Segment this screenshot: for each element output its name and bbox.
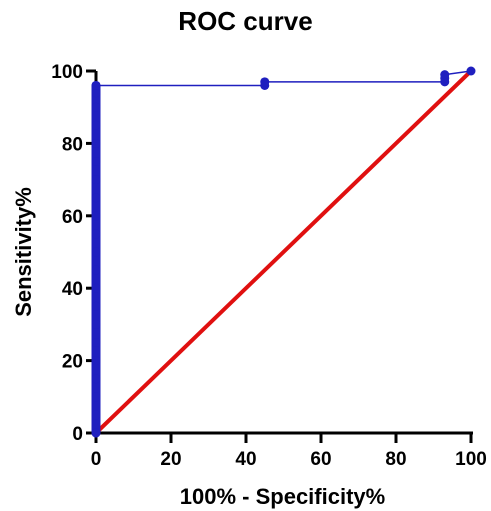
roc-point [466, 66, 476, 76]
reference-line [94, 69, 473, 435]
roc-point [91, 80, 101, 90]
roc-point [91, 374, 101, 384]
roc-point [91, 102, 101, 112]
roc-point [91, 410, 101, 420]
chart-title: ROC curve [178, 6, 313, 36]
y-tick-label: 60 [62, 207, 83, 228]
roc-point [91, 338, 101, 347]
y-tick-label: 20 [62, 352, 83, 373]
roc-point [440, 70, 450, 80]
roc-point [91, 211, 101, 221]
roc-point [91, 175, 101, 185]
x-tick-label: 0 [91, 449, 102, 470]
x-tick-label: 60 [310, 449, 331, 470]
x-tick-label: 40 [235, 449, 256, 470]
roc-point [260, 77, 270, 87]
roc-point [91, 265, 101, 275]
roc-point [91, 247, 101, 257]
roc-point [91, 88, 101, 98]
roc-point [91, 120, 101, 130]
roc-point [91, 229, 101, 239]
y-tick-label: 100 [51, 62, 83, 83]
roc-point [91, 157, 101, 166]
x-tick-label: 100 [455, 449, 487, 470]
x-tick-label: 20 [160, 449, 181, 470]
roc-point [91, 193, 101, 203]
x-tick-label: 80 [385, 449, 406, 470]
roc-point [91, 392, 101, 402]
y-tick-label: 80 [62, 134, 83, 155]
roc-point [91, 428, 101, 438]
x-axis-label: 100% - Specificity% [179, 484, 386, 509]
y-tick-label: 0 [72, 424, 83, 445]
roc-point [91, 301, 101, 311]
roc-point [91, 356, 101, 366]
roc-point [91, 283, 101, 293]
roc-point [91, 319, 101, 329]
y-tick-label: 40 [62, 279, 83, 300]
roc-point [91, 138, 101, 148]
